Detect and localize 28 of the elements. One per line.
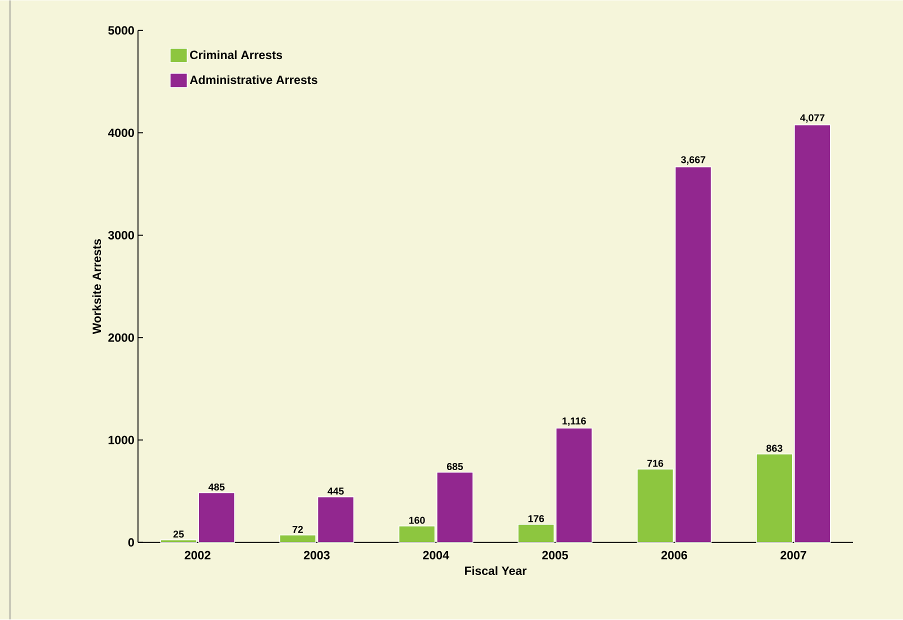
y-tick-label: 2000 xyxy=(108,333,134,342)
data-label: 863 xyxy=(766,444,782,452)
legend-label: Criminal Arrests xyxy=(190,50,282,60)
data-label: 445 xyxy=(328,488,344,495)
data-label: 3,667 xyxy=(681,156,706,165)
y-tick-label: 4000 xyxy=(108,128,134,138)
data-label: 25 xyxy=(173,530,184,538)
y-tick-label: 5000 xyxy=(108,26,134,35)
data-label: 4,077 xyxy=(800,114,824,123)
x-axis-title: Fiscal Year xyxy=(465,566,527,576)
data-label: 160 xyxy=(409,516,425,524)
data-label: 685 xyxy=(446,463,463,470)
x-tick-label: 2006 xyxy=(661,551,688,560)
x-tick-label: 2007 xyxy=(780,551,806,560)
y-axis-title: Worksite Arrests xyxy=(92,239,102,334)
data-label: 1,116 xyxy=(562,418,586,426)
y-tick-label: 1000 xyxy=(108,436,134,444)
data-label: 716 xyxy=(647,460,664,467)
y-tick-label: 0 xyxy=(128,538,134,547)
data-label: 485 xyxy=(208,484,225,491)
data-label: 176 xyxy=(528,515,544,522)
x-tick-label: 2003 xyxy=(304,551,330,560)
x-tick-label: 2004 xyxy=(423,551,450,560)
legend-label: Administrative Arrests xyxy=(190,75,318,84)
x-tick-label: 2005 xyxy=(542,551,568,560)
y-tick-label: 3000 xyxy=(108,231,134,240)
x-tick-label: 2002 xyxy=(184,551,210,560)
data-label: 72 xyxy=(292,526,303,533)
